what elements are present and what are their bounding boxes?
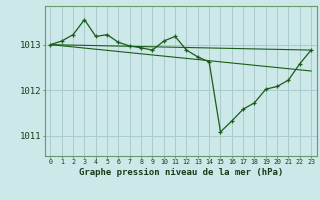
- X-axis label: Graphe pression niveau de la mer (hPa): Graphe pression niveau de la mer (hPa): [79, 168, 283, 177]
